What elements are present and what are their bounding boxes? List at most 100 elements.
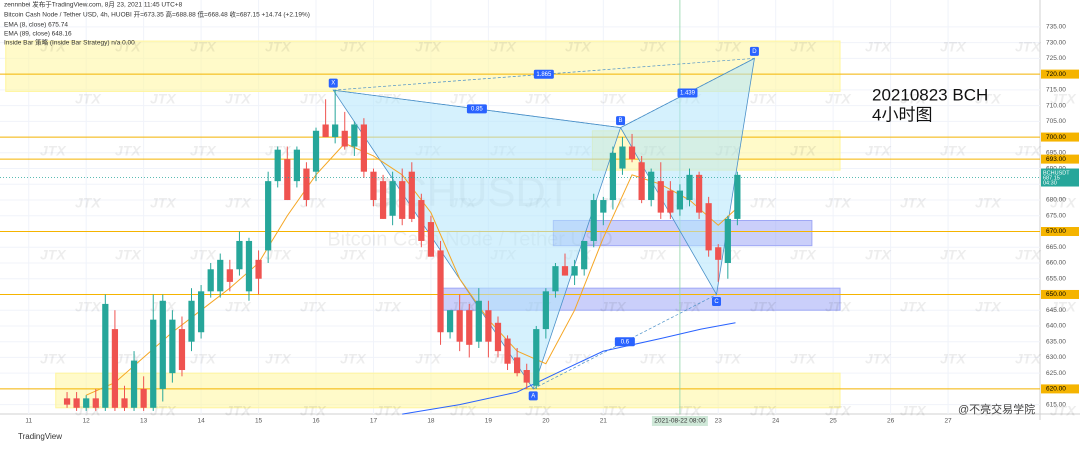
candle-body xyxy=(427,222,435,257)
x-tick-label: 13 xyxy=(140,418,148,425)
candle-body xyxy=(446,310,454,333)
watermark-logo: JTX xyxy=(75,91,102,107)
pattern-point-label: B xyxy=(619,118,623,124)
watermark-logo: JTX xyxy=(975,299,1002,315)
ratio-tag xyxy=(533,69,554,79)
watermark-logo: JTX xyxy=(640,351,667,367)
watermark-logo: JTX xyxy=(375,299,402,315)
level-label: 720.00 xyxy=(1046,71,1066,78)
watermark-logo: JTX xyxy=(865,143,892,159)
watermark-logo: JTX xyxy=(340,351,367,367)
ratio-tag xyxy=(677,88,698,98)
watermark-logo: JTX xyxy=(40,247,67,263)
ratio-label: 0.85 xyxy=(471,106,483,112)
x-tick-label: 21 xyxy=(600,418,608,425)
y-tick-label: 635.00 xyxy=(1046,338,1066,345)
candle-body xyxy=(102,303,109,408)
candle-body xyxy=(274,149,281,182)
candle-body xyxy=(207,269,214,292)
watermark-logo: JTX xyxy=(750,299,777,315)
candle-body xyxy=(456,310,463,342)
watermark-logo: JTX xyxy=(825,195,852,211)
watermark-logo: JTX xyxy=(900,403,927,419)
pattern-point-tag xyxy=(712,296,722,306)
level-tag xyxy=(1041,289,1079,299)
last-price-tag xyxy=(1041,168,1079,187)
y-tick-label: 615.00 xyxy=(1046,401,1066,408)
candle-body xyxy=(705,203,712,251)
moving-average xyxy=(85,142,736,396)
candle-body xyxy=(226,269,233,282)
candle-body xyxy=(734,174,741,219)
credit: @不亮交易学院 xyxy=(958,402,1035,416)
watermark-logo: JTX xyxy=(490,39,517,55)
x-tick-label: 15 xyxy=(255,418,263,425)
watermark-logo: JTX xyxy=(600,91,627,107)
watermark-logo: JTX xyxy=(940,39,967,55)
x-tick-label: 16 xyxy=(312,418,320,425)
level-label: 650.00 xyxy=(1046,291,1066,298)
watermark-logo: JTX xyxy=(450,91,477,107)
watermark-logo: JTX xyxy=(1015,351,1042,367)
y-tick-label: 640.00 xyxy=(1046,323,1066,330)
level-label: 620.00 xyxy=(1046,386,1066,393)
candle-body xyxy=(370,171,377,201)
watermark-logo: JTX xyxy=(190,39,217,55)
candle-body xyxy=(542,291,549,330)
y-tick-label: 625.00 xyxy=(1046,370,1066,377)
y-tick-label: 665.00 xyxy=(1046,244,1066,251)
watermark-logo: JTX xyxy=(975,195,1002,211)
zone xyxy=(5,40,841,92)
candle-body xyxy=(667,190,674,213)
watermark-logo: JTX xyxy=(750,91,777,107)
x-tick-label: 17 xyxy=(370,418,378,425)
annotation: 20210823 BCH xyxy=(872,85,988,104)
candle-body xyxy=(83,398,90,408)
watermark-logo: JTX xyxy=(900,91,927,107)
candle-body xyxy=(63,398,71,405)
watermark-logo: JTX xyxy=(75,299,102,315)
candle-body xyxy=(715,247,722,260)
watermark-logo: JTX xyxy=(190,351,217,367)
candle-body xyxy=(293,149,301,182)
cursor-tag xyxy=(651,416,708,426)
candle-body xyxy=(724,218,731,263)
candle-body xyxy=(686,174,693,201)
candle-body xyxy=(217,259,224,292)
candle-body xyxy=(360,124,367,172)
candle-body xyxy=(150,319,157,408)
watermark-logo: JTX xyxy=(190,143,217,159)
watermark-logo: JTX xyxy=(790,247,817,263)
level-label: 670.00 xyxy=(1046,228,1066,235)
level-tag xyxy=(1041,384,1079,394)
x-tick-label: 24 xyxy=(772,418,780,425)
candle-body xyxy=(609,152,617,201)
watermark-logo: JTX xyxy=(225,91,252,107)
watermark-logo: JTX xyxy=(225,299,252,315)
candle-body xyxy=(648,171,655,201)
candle-body xyxy=(590,200,597,241)
candle-body xyxy=(523,370,530,383)
candle-body xyxy=(159,300,166,389)
watermark-logo: JTX xyxy=(225,403,252,419)
moving-average xyxy=(402,322,736,415)
watermark-logo: JTX xyxy=(150,195,177,211)
ratio-label: 1.439 xyxy=(680,91,696,97)
candle-body xyxy=(130,360,138,408)
candle-body xyxy=(475,300,482,342)
watermark-logo: JTX xyxy=(415,351,442,367)
x-tick-label: 18 xyxy=(427,418,435,425)
candle-body xyxy=(533,329,540,386)
pattern-point-label: X xyxy=(331,81,335,87)
candle-body xyxy=(236,240,243,270)
watermark-logo: JTX xyxy=(900,195,927,211)
watermark-logo: JTX xyxy=(525,91,552,107)
y-tick-label: 705.00 xyxy=(1046,118,1066,125)
candle-body xyxy=(140,388,147,408)
watermark-logo: JTX xyxy=(450,403,477,419)
y-tick-label: 710.00 xyxy=(1046,102,1066,109)
candle-body xyxy=(494,322,502,352)
watermark-logo: JTX xyxy=(1050,91,1077,107)
y-tick-label: 735.00 xyxy=(1046,24,1066,31)
